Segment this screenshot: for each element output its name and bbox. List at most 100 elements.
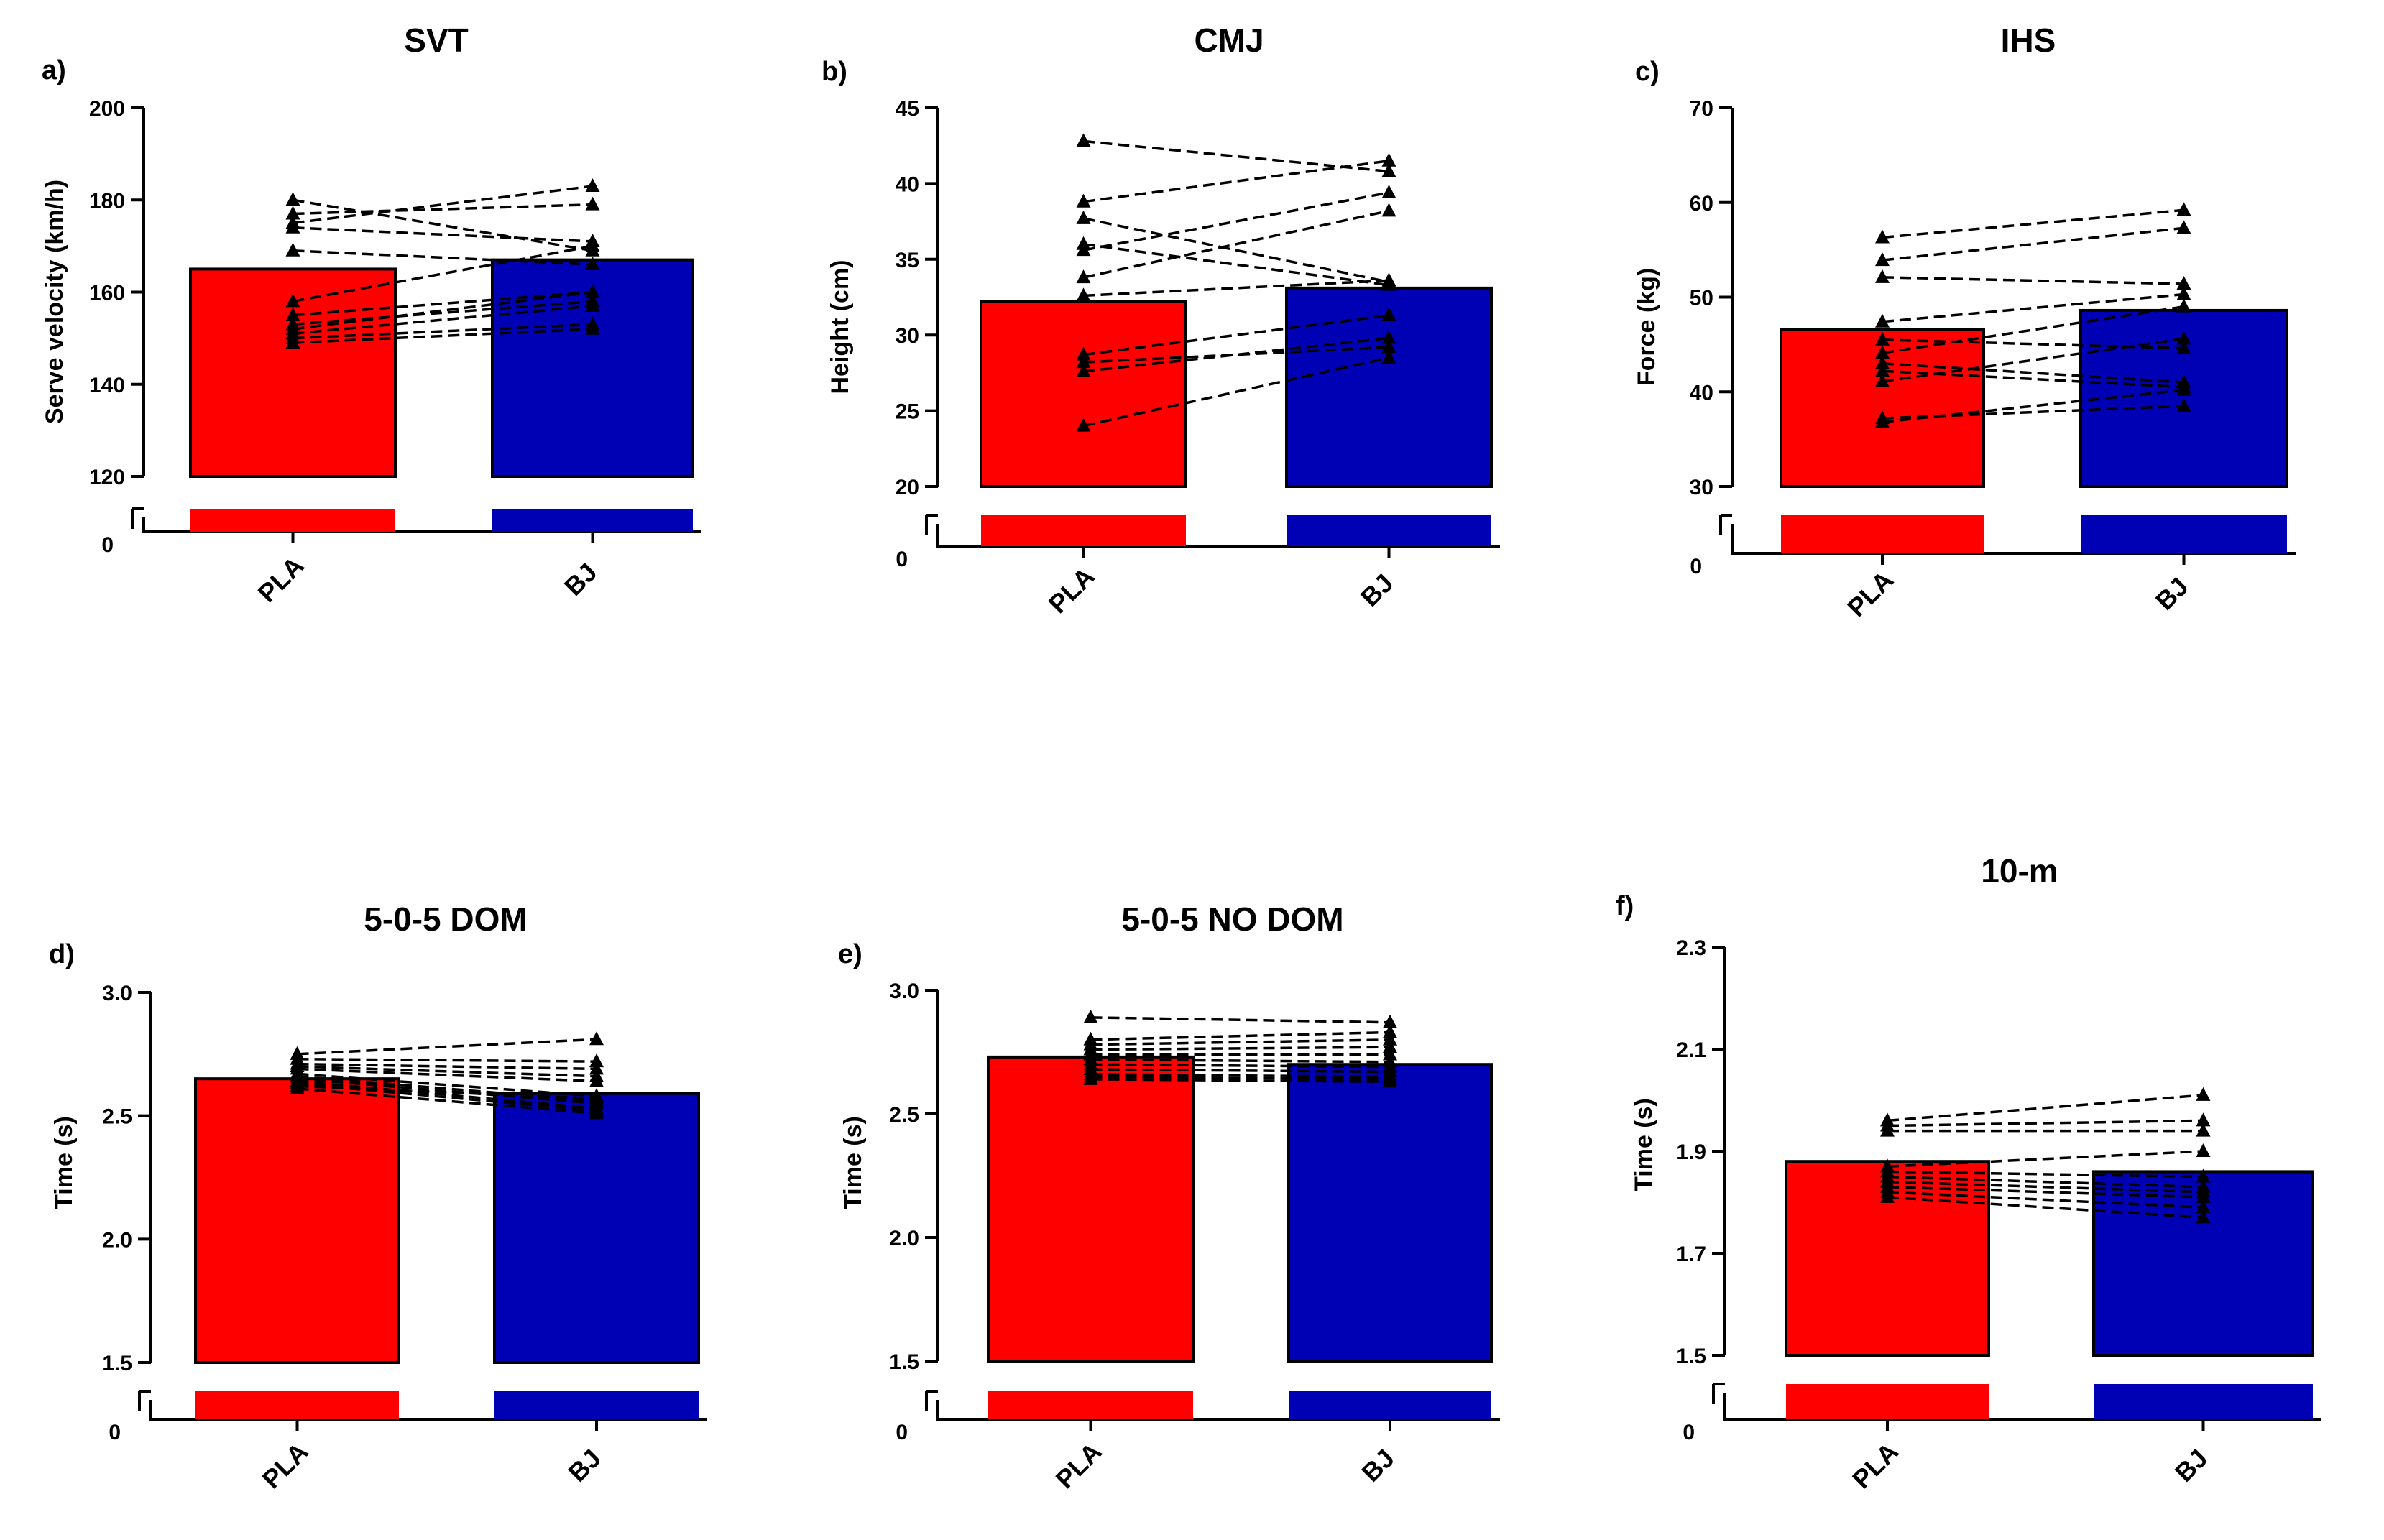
subject-line: [293, 290, 593, 317]
subject-point: [1383, 1074, 1397, 1088]
bar-stub-bj: [1287, 515, 1491, 546]
subject-line: [1882, 276, 2184, 285]
bar-pla: [194, 1077, 400, 1364]
subject-line: [1090, 1068, 1391, 1074]
y-tick-label: 2.3: [1676, 936, 1706, 960]
panel-label: b): [821, 57, 847, 87]
subject-point: [2196, 1087, 2211, 1101]
bar-stub-pla: [1781, 515, 1984, 553]
bar-stub-pla: [988, 1391, 1193, 1419]
subject-point: [285, 335, 300, 349]
subject-line: [293, 328, 593, 344]
y-tick-label: 2.5: [102, 1105, 132, 1129]
y-tick-label: 140: [89, 374, 125, 397]
y-tick-label: 1.5: [889, 1350, 919, 1374]
subject-line: [1083, 209, 1389, 279]
subject-line: [1090, 1016, 1391, 1024]
subject-line: [1090, 1030, 1391, 1041]
subject-line: [1090, 1046, 1391, 1051]
y-tick-label: 40: [896, 172, 919, 196]
y-zero-label: 0: [109, 1421, 121, 1444]
panel-label: d): [49, 939, 75, 969]
subject-point: [2196, 1112, 2211, 1127]
subject-line: [1882, 388, 2184, 424]
y-tick-label: 2.1: [1676, 1038, 1706, 1062]
subject-line: [1090, 1038, 1391, 1046]
y-tick-label: 200: [89, 97, 125, 121]
x-tick-label-pla: PLA: [1043, 561, 1100, 619]
y-tick-label: 2.0: [889, 1227, 919, 1250]
subject-point: [285, 293, 300, 308]
subject-line: [297, 1072, 597, 1097]
subject-line: [1083, 356, 1389, 428]
subject-point: [2176, 398, 2191, 412]
y-axis-label: Time (s): [50, 1116, 78, 1209]
subject-line: [1090, 1073, 1391, 1079]
axis-break-marker: [1719, 514, 1732, 535]
bar-stub-bj: [492, 509, 693, 532]
subject-line: [297, 1082, 597, 1112]
subject-point: [585, 321, 600, 335]
y-zero-label: 0: [896, 548, 908, 571]
y-axis-label: Height (cm): [827, 260, 854, 395]
subject-point: [589, 1090, 604, 1105]
y-tick-label: 30: [896, 324, 919, 348]
subject-point: [1383, 1024, 1397, 1038]
bar-pla: [987, 1055, 1195, 1363]
subject-line: [297, 1077, 597, 1105]
subject-point: [2176, 202, 2191, 216]
subject-point: [2176, 331, 2191, 345]
bar-bj: [1287, 1063, 1493, 1363]
subject-point: [1875, 345, 1890, 359]
subject-line: [1882, 338, 2184, 350]
axis-break-marker: [925, 514, 938, 535]
chart-title: 10-m: [1981, 852, 2058, 890]
subject-point: [1076, 242, 1091, 257]
x-tick-label-pla: PLA: [1050, 1437, 1108, 1494]
subject-point: [2176, 276, 2191, 290]
subject-point: [1076, 287, 1091, 302]
y-zero-label: 0: [896, 1421, 908, 1444]
subject-point: [285, 242, 300, 257]
subject-line: [297, 1087, 597, 1115]
bar-stub-pla: [195, 1391, 399, 1419]
subject-point: [585, 298, 600, 312]
subject-line: [1083, 191, 1389, 252]
subject-point: [2176, 382, 2191, 396]
x-tick-label-bj: BJ: [558, 557, 603, 601]
subject-point: [2196, 1168, 2211, 1183]
y-tick-label: 1.5: [102, 1352, 132, 1375]
subject-line: [297, 1067, 597, 1083]
subject-line: [1882, 208, 2184, 239]
subject-line: [293, 323, 593, 340]
x-tick-label-pla: PLA: [1846, 1437, 1904, 1494]
subject-point: [585, 284, 600, 298]
subject-line: [293, 226, 593, 243]
y-zero-label: 0: [1690, 555, 1702, 578]
bar-stub-bj: [2094, 1384, 2313, 1419]
y-tick-label: 50: [1690, 287, 1713, 310]
subject-point: [1875, 313, 1890, 328]
subject-point: [2196, 1143, 2211, 1157]
axis-break-marker: [1712, 1383, 1725, 1404]
subject-point: [1875, 269, 1890, 283]
panel-label: e): [838, 939, 862, 969]
subject-line: [1090, 1075, 1391, 1081]
subject-point: [589, 1053, 604, 1068]
subject-line: [297, 1062, 597, 1071]
subject-point: [1381, 203, 1396, 217]
x-tick-label-bj: BJ: [562, 1443, 607, 1488]
subject-point: [1875, 331, 1890, 346]
y-zero-label: 0: [101, 533, 114, 557]
chart-panel-cmj: b) CMJ Height (cm) 45 40 35 30 25 20 0 PLA BJ: [794, 0, 1588, 719]
panel-label: c): [1635, 57, 1660, 87]
chart-panel-505-dom: d) 5-0-5 DOM Time (s) 3.0 2.5 2.0 1.5 0 PLA BJ: [0, 821, 794, 1540]
subject-line: [1090, 1078, 1391, 1084]
subject-line: [1882, 405, 2184, 420]
y-tick-label: 1.9: [1676, 1140, 1706, 1164]
subject-line: [1887, 1180, 2204, 1194]
subject-line: [297, 1057, 597, 1063]
subject-line: [293, 198, 593, 252]
bar-stub-pla: [981, 515, 1186, 546]
subject-point: [1880, 1122, 1895, 1137]
